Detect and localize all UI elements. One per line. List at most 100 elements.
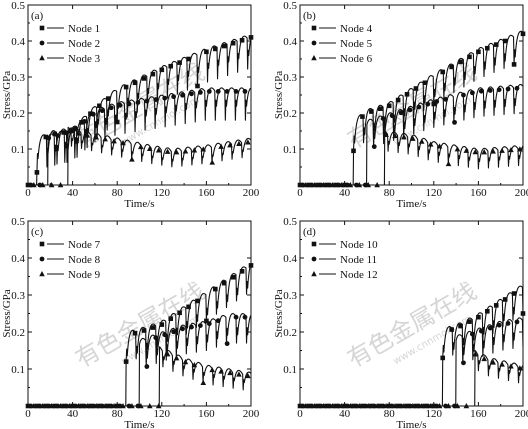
data-point <box>75 130 82 136</box>
data-point <box>186 56 191 62</box>
data-point <box>191 362 198 368</box>
data-point <box>153 97 159 102</box>
data-point <box>493 42 499 47</box>
series-line-node-6 <box>300 130 524 186</box>
x-axis-label: Time/s <box>124 198 154 210</box>
data-point <box>242 89 248 94</box>
legend-marker <box>311 25 317 31</box>
data-point <box>467 319 472 324</box>
x-tick-label: 0 <box>297 408 303 420</box>
data-point <box>233 89 239 94</box>
data-point <box>520 311 526 316</box>
y-tick-label: 0.4 <box>11 253 25 265</box>
data-point <box>407 107 413 113</box>
legend-marker <box>39 271 45 277</box>
data-point <box>93 134 100 140</box>
data-point <box>93 403 100 409</box>
data-point <box>517 365 523 371</box>
y-tick-label: 0.3 <box>283 72 297 84</box>
data-point <box>221 43 227 49</box>
data-point <box>436 143 443 149</box>
legend-item: Node 4 <box>311 23 373 35</box>
y-axis-label: Stress/GPa <box>273 71 285 119</box>
data-point <box>410 135 416 141</box>
x-tick-label: 80 <box>112 187 124 199</box>
data-point <box>132 80 138 86</box>
data-point <box>517 146 523 152</box>
x-tick-label: 160 <box>470 408 487 420</box>
data-point <box>458 59 463 65</box>
data-point <box>502 38 508 44</box>
data-point <box>511 291 517 296</box>
data-point <box>440 69 446 75</box>
data-point <box>209 159 215 165</box>
data-point <box>46 135 52 141</box>
data-point <box>48 182 55 188</box>
data-point <box>478 328 484 334</box>
legend-label: Node 10 <box>340 239 378 251</box>
legend-label: Node 1 <box>68 23 100 35</box>
data-point <box>374 182 380 188</box>
data-point <box>472 351 479 357</box>
data-point <box>395 97 401 103</box>
data-point <box>427 403 434 409</box>
series-line-node-3 <box>28 126 252 186</box>
data-point <box>461 360 466 366</box>
data-point <box>215 318 221 324</box>
y-axis-label: Stress/GPa <box>1 71 13 119</box>
data-point <box>427 141 434 147</box>
data-point <box>82 119 87 124</box>
panel-label: (d) <box>303 226 316 238</box>
data-point <box>84 132 91 138</box>
legend-item: Node 10 <box>311 239 378 251</box>
data-point <box>239 37 245 43</box>
data-point <box>189 91 194 97</box>
series-markers-node-9 <box>30 351 251 409</box>
x-tick-label: 120 <box>154 408 171 420</box>
legend-label: Node 4 <box>340 23 373 35</box>
data-point <box>180 92 185 98</box>
data-point <box>371 144 377 150</box>
series-markers-node-2 <box>28 89 248 188</box>
data-point <box>168 63 174 69</box>
data-point <box>146 145 153 152</box>
data-point <box>329 182 336 188</box>
data-point <box>162 332 168 338</box>
data-point <box>129 403 135 409</box>
data-point <box>454 403 461 409</box>
data-point <box>200 146 207 152</box>
data-point <box>514 85 520 91</box>
data-point <box>496 87 502 93</box>
legend-marker <box>39 55 45 61</box>
data-point <box>144 98 150 104</box>
data-point <box>505 86 511 92</box>
series-markers-node-3 <box>30 128 251 188</box>
data-point <box>389 113 395 119</box>
series-line-node-8 <box>28 313 252 407</box>
y-tick-label: 0.2 <box>11 108 25 120</box>
y-tick-label: 0.3 <box>11 290 25 302</box>
data-point <box>123 84 129 90</box>
data-point <box>476 314 481 320</box>
x-tick-label: 40 <box>339 187 351 199</box>
series-line-node-2 <box>28 87 252 186</box>
legend-marker <box>39 241 45 247</box>
y-tick-label: 0.5 <box>11 216 25 228</box>
legend-item: Node 11 <box>311 254 377 266</box>
data-point <box>99 108 105 114</box>
data-point <box>39 182 46 188</box>
y-tick-label: 0.2 <box>11 327 25 339</box>
data-point <box>102 403 108 409</box>
data-point <box>320 403 327 409</box>
data-point <box>445 160 452 167</box>
data-point <box>481 149 487 155</box>
x-tick-label: 0 <box>25 408 31 420</box>
data-point <box>404 91 410 97</box>
data-point <box>511 62 517 67</box>
series-markers-node-1 <box>25 35 254 188</box>
data-point <box>440 355 446 361</box>
data-point <box>386 103 392 109</box>
data-point <box>144 364 150 369</box>
data-point <box>52 131 58 137</box>
